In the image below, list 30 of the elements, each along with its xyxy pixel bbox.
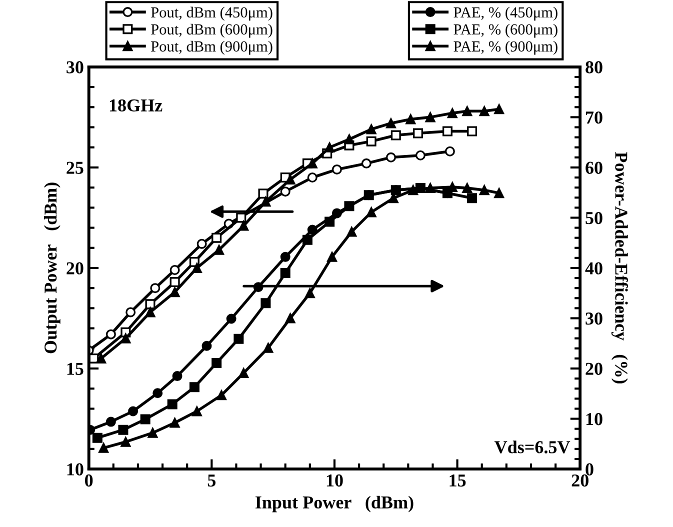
legend-label: Pout, dBm (450μm) [151,6,272,21]
y2-tick-label: 70 [586,111,602,124]
x-tick-label: 10 [326,474,343,487]
y2-tick-label: 20 [586,362,602,375]
x-tick-label: 15 [450,474,466,487]
legend-label: PAE, % (450μm) [454,6,558,21]
legend-label: Pout, dBm (600μm) [151,24,272,38]
y2-tick-label: 30 [586,312,602,325]
y-tick-label: 15 [67,362,84,375]
legend-label: PAE, % (900μm) [454,40,558,55]
legend-label: PAE, % (600μm) [454,24,558,38]
y2-tick-label: 40 [585,262,602,274]
legend-label: Pout, dBm (900μm) [151,40,272,55]
x-tick-label: 20 [572,474,588,487]
y-tick-label: 25 [66,162,84,174]
x-axis-title: Input Power (dBm) [256,496,414,512]
y2-tick-label: 0 [586,463,594,476]
y-tick-label: 20 [66,262,84,274]
x-tick-label: 0 [85,474,93,487]
y2-axis-title: Power-Added-Efficiency (%) [611,152,628,384]
y2-tick-label: 10 [586,413,602,426]
x-tick-label: 5 [208,474,216,487]
annotation: Vds=6.5V [494,440,570,454]
y2-tick-label: 60 [586,162,602,174]
y-axis-title: Output Power (dBm) [44,182,60,354]
y2-tick-label: 50 [586,212,602,224]
annotation: 18GHz [110,99,162,112]
y-tick-label: 10 [67,463,84,476]
y2-tick-label: 80 [586,61,602,74]
y-tick-label: 30 [66,61,84,74]
